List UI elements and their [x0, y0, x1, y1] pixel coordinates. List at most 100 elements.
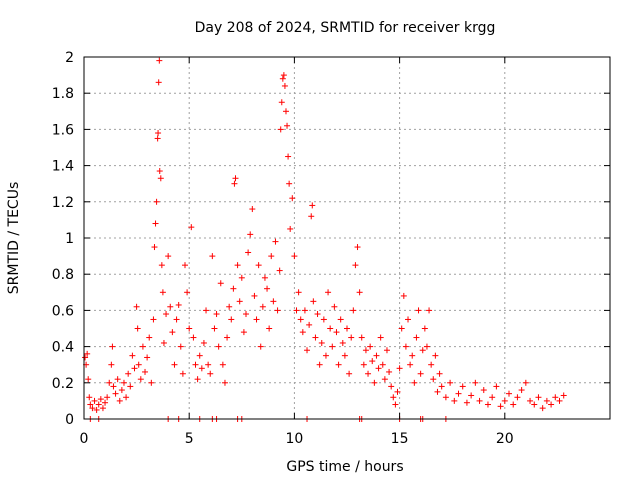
- data-point: [369, 358, 376, 365]
- data-point: [282, 108, 289, 115]
- data-point: [144, 354, 151, 361]
- data-point: [226, 303, 233, 310]
- data-point: [156, 57, 163, 64]
- data-point: [102, 399, 109, 406]
- data-point: [379, 361, 386, 368]
- data-point: [207, 370, 214, 377]
- x-axis-label: GPS time / hours: [286, 459, 403, 475]
- data-point: [211, 325, 218, 332]
- data-point: [109, 343, 116, 350]
- data-point: [322, 352, 329, 359]
- data-point: [224, 334, 231, 341]
- data-point: [510, 401, 517, 408]
- data-point: [398, 325, 405, 332]
- y-tick-label: 1.4: [52, 159, 74, 175]
- data-point: [186, 325, 193, 332]
- data-point: [411, 379, 418, 386]
- data-point: [352, 262, 359, 269]
- data-point: [142, 368, 149, 375]
- data-point: [279, 75, 286, 82]
- data-point: [358, 334, 365, 341]
- data-point: [200, 339, 207, 346]
- x-tick-label: 5: [185, 431, 194, 447]
- data-point: [118, 387, 125, 394]
- data-point: [405, 316, 412, 323]
- data-point: [266, 325, 273, 332]
- data-point: [175, 301, 182, 308]
- data-point: [428, 361, 435, 368]
- data-point: [472, 379, 479, 386]
- data-point: [463, 399, 470, 406]
- data-point: [215, 343, 222, 350]
- data-point: [392, 401, 399, 408]
- data-point: [274, 307, 281, 314]
- data-point: [329, 343, 336, 350]
- data-point: [402, 343, 409, 350]
- data-point: [286, 180, 293, 187]
- data-point: [447, 379, 454, 386]
- data-point: [106, 379, 113, 386]
- data-point: [327, 325, 334, 332]
- data-point: [245, 249, 252, 256]
- data-point: [157, 175, 164, 182]
- data-points: [82, 57, 567, 422]
- data-point: [179, 370, 186, 377]
- data-point: [169, 329, 176, 336]
- data-point: [318, 339, 325, 346]
- data-point: [430, 376, 437, 383]
- data-point: [438, 383, 445, 390]
- data-point: [134, 325, 141, 332]
- data-point: [129, 352, 136, 359]
- data-point: [436, 370, 443, 377]
- data-point: [413, 334, 420, 341]
- chart-title: Day 208 of 2024, SRMTID for receiver krg…: [195, 20, 496, 36]
- data-point: [304, 347, 311, 354]
- data-point: [346, 370, 353, 377]
- data-point: [104, 394, 111, 401]
- data-point: [341, 352, 348, 359]
- data-point: [333, 329, 340, 336]
- data-point: [301, 307, 308, 314]
- data-point: [217, 280, 224, 287]
- data-point: [99, 405, 106, 412]
- data-point: [243, 311, 250, 318]
- data-point: [228, 316, 235, 323]
- x-tick-label: 0: [80, 431, 89, 447]
- data-point: [348, 334, 355, 341]
- data-point: [535, 394, 542, 401]
- data-point: [365, 370, 372, 377]
- data-point: [442, 394, 449, 401]
- data-point: [249, 206, 256, 213]
- data-point: [527, 397, 534, 404]
- data-point: [468, 392, 475, 399]
- data-point: [556, 397, 563, 404]
- data-point: [247, 231, 254, 238]
- data-point: [110, 383, 117, 390]
- data-point: [82, 354, 89, 361]
- data-point: [506, 390, 513, 397]
- data-point: [394, 388, 401, 395]
- data-point: [123, 394, 130, 401]
- y-tick-label: 0: [65, 412, 74, 428]
- data-point: [93, 406, 100, 413]
- data-point: [354, 244, 361, 251]
- data-point: [560, 392, 567, 399]
- data-point: [287, 225, 294, 232]
- data-point: [154, 135, 161, 142]
- data-point: [531, 401, 538, 408]
- data-point: [152, 220, 159, 227]
- data-point: [209, 253, 216, 260]
- data-point: [297, 316, 304, 323]
- data-point: [184, 289, 191, 296]
- data-point: [91, 397, 98, 404]
- data-point: [148, 379, 155, 386]
- data-point: [146, 334, 153, 341]
- y-tick-label: 1.2: [52, 195, 74, 211]
- x-tick-label: 20: [496, 431, 514, 447]
- data-point: [421, 325, 428, 332]
- data-point: [196, 352, 203, 359]
- data-point: [131, 365, 138, 372]
- data-point: [171, 361, 178, 368]
- data-point: [400, 292, 407, 299]
